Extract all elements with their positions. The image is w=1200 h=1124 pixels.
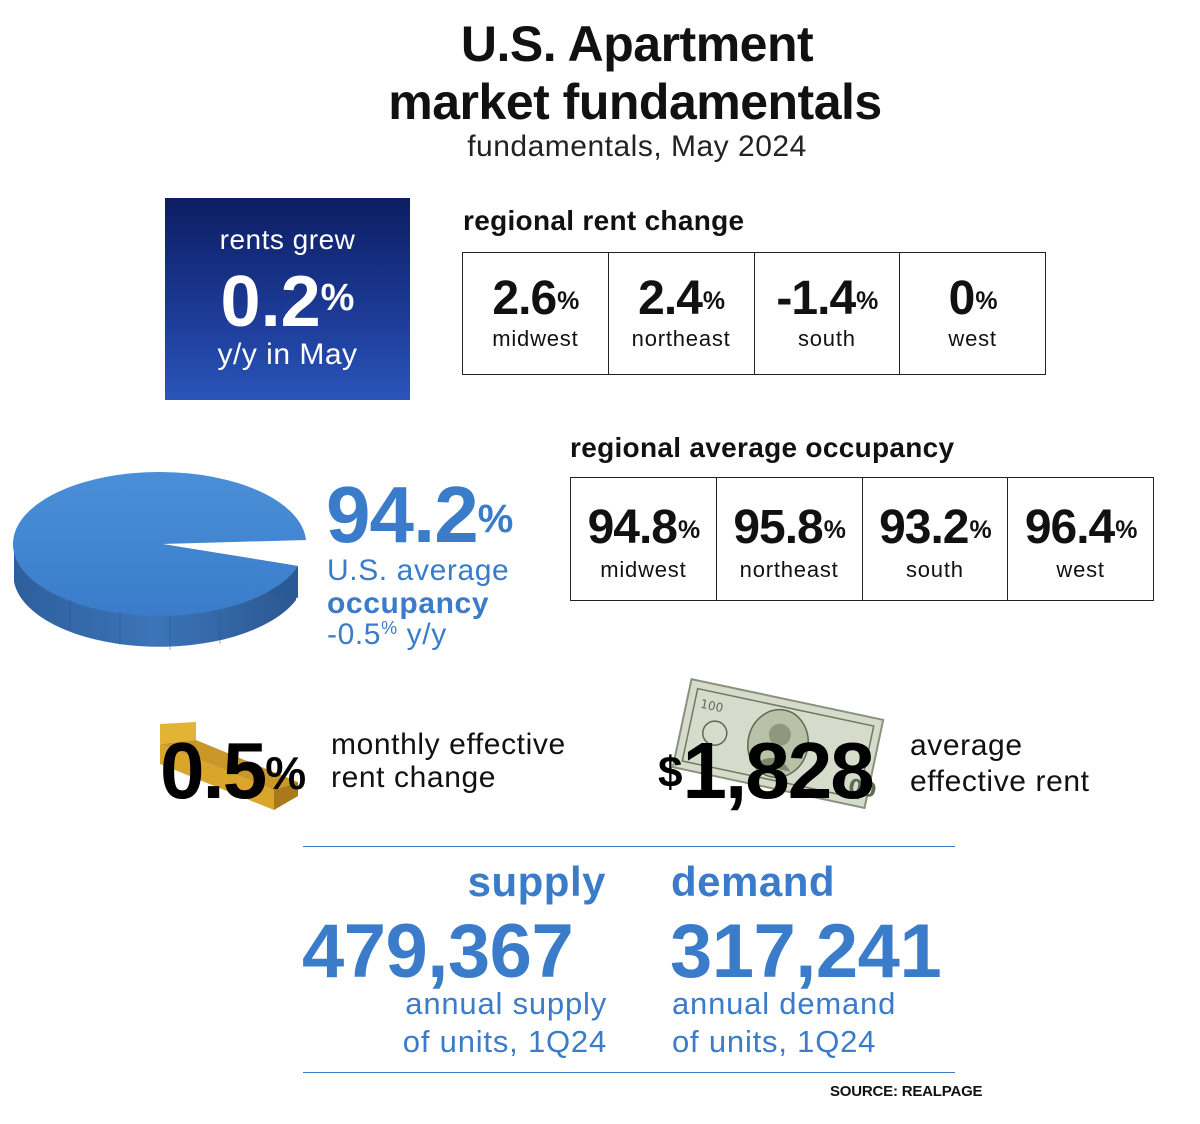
region-label: northeast bbox=[739, 557, 839, 582]
svg-text:100: 100 bbox=[699, 697, 724, 715]
demand-label: annual demand of units, 1Q24 bbox=[672, 986, 897, 1059]
average-rent-label: average effective rent bbox=[910, 729, 1090, 798]
occupancy-cell-south: 93.2% south bbox=[863, 478, 1009, 600]
dollar-bill-icon: 100 100 bbox=[671, 677, 885, 810]
monthly-change-label: monthly effective rent change bbox=[331, 728, 566, 794]
region-label: south bbox=[797, 326, 856, 351]
rent-cell-midwest: 2.6% midwest bbox=[463, 253, 609, 374]
page-title-line-2: market fundamentals bbox=[388, 74, 882, 130]
occupancy-cell-midwest: 94.8% midwest bbox=[571, 478, 717, 600]
occupancy-value: 94.2% bbox=[326, 470, 513, 559]
supply-heading: supply bbox=[467, 858, 606, 905]
region-label: west bbox=[948, 326, 997, 351]
occupancy-cell-west: 96.4% west bbox=[1008, 478, 1153, 600]
regional-rent-title: regional rent change bbox=[463, 205, 745, 236]
rent-value: 2.6% bbox=[492, 272, 579, 325]
regional-occupancy-title: regional average occupancy bbox=[570, 432, 955, 463]
occupancy-cell-value: 93.2% bbox=[879, 501, 992, 554]
rent-value: 0% bbox=[948, 272, 998, 325]
region-label: northeast bbox=[631, 326, 731, 351]
rent-cell-south: -1.4% south bbox=[755, 253, 901, 374]
average-rent-value: $1,828 bbox=[658, 726, 875, 815]
source-note: SOURCE: REALPAGE bbox=[830, 1083, 983, 1100]
region-label: south bbox=[905, 557, 964, 582]
rent-growth-box: rents grew 0.2% y/y in May bbox=[165, 198, 410, 400]
occupancy-label-bold: occupancy bbox=[327, 587, 490, 620]
demand-heading: demand bbox=[671, 858, 836, 905]
supply-value: 479,367 bbox=[302, 909, 574, 994]
occupancy-change: -0.5% y/y bbox=[327, 618, 447, 651]
demand-value: 317,241 bbox=[670, 909, 942, 994]
monthly-change-value: 0.5% bbox=[160, 726, 306, 815]
page-title-line-1: U.S. Apartment bbox=[460, 16, 814, 72]
gold-wedge-icon bbox=[160, 722, 298, 810]
occupancy-cell-value: 95.8% bbox=[733, 501, 846, 554]
regional-rent-grid: 2.6% midwest 2.4% northeast -1.4% south … bbox=[462, 252, 1046, 375]
occupancy-pie-icon bbox=[12, 471, 307, 650]
region-label: west bbox=[1056, 557, 1105, 582]
occupancy-cell-northeast: 95.8% northeast bbox=[717, 478, 863, 600]
page-subtitle: fundamentals, May 2024 bbox=[467, 130, 807, 163]
region-label: midwest bbox=[600, 557, 687, 582]
divider-top bbox=[303, 846, 955, 847]
divider-bottom bbox=[303, 1072, 955, 1073]
rent-value: 2.4% bbox=[638, 272, 725, 325]
rent-growth-label: rents grew bbox=[219, 224, 356, 255]
regional-occupancy-grid: 94.8% midwest 95.8% northeast 93.2% sout… bbox=[570, 477, 1154, 601]
rent-growth-period: y/y in May bbox=[217, 338, 358, 371]
occupancy-label: U.S. average bbox=[327, 554, 510, 587]
supply-label: annual supply of units, 1Q24 bbox=[402, 986, 607, 1059]
region-label: midwest bbox=[492, 326, 579, 351]
rent-cell-northeast: 2.4% northeast bbox=[609, 253, 755, 374]
rent-value: -1.4% bbox=[776, 272, 878, 325]
occupancy-cell-value: 96.4% bbox=[1024, 501, 1138, 554]
occupancy-cell-value: 94.8% bbox=[587, 501, 701, 554]
rent-growth-value: 0.2% bbox=[220, 262, 355, 342]
rent-cell-west: 0% west bbox=[900, 253, 1045, 374]
